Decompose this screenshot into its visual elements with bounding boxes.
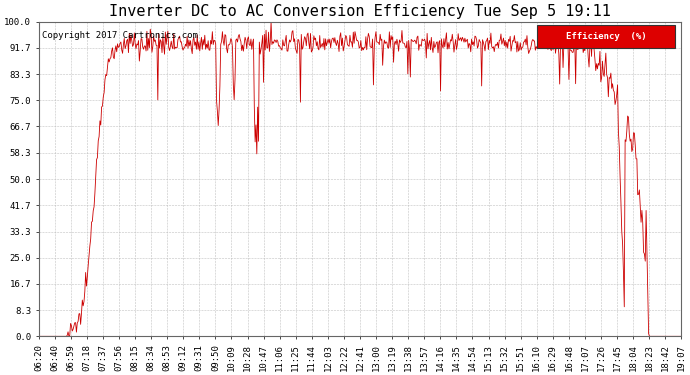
Text: Copyright 2017 Cartronics.com: Copyright 2017 Cartronics.com (42, 31, 198, 40)
FancyBboxPatch shape (537, 25, 675, 48)
Text: Efficiency  (%): Efficiency (%) (566, 32, 646, 41)
Title: Inverter DC to AC Conversion Efficiency Tue Sep 5 19:11: Inverter DC to AC Conversion Efficiency … (109, 4, 611, 19)
